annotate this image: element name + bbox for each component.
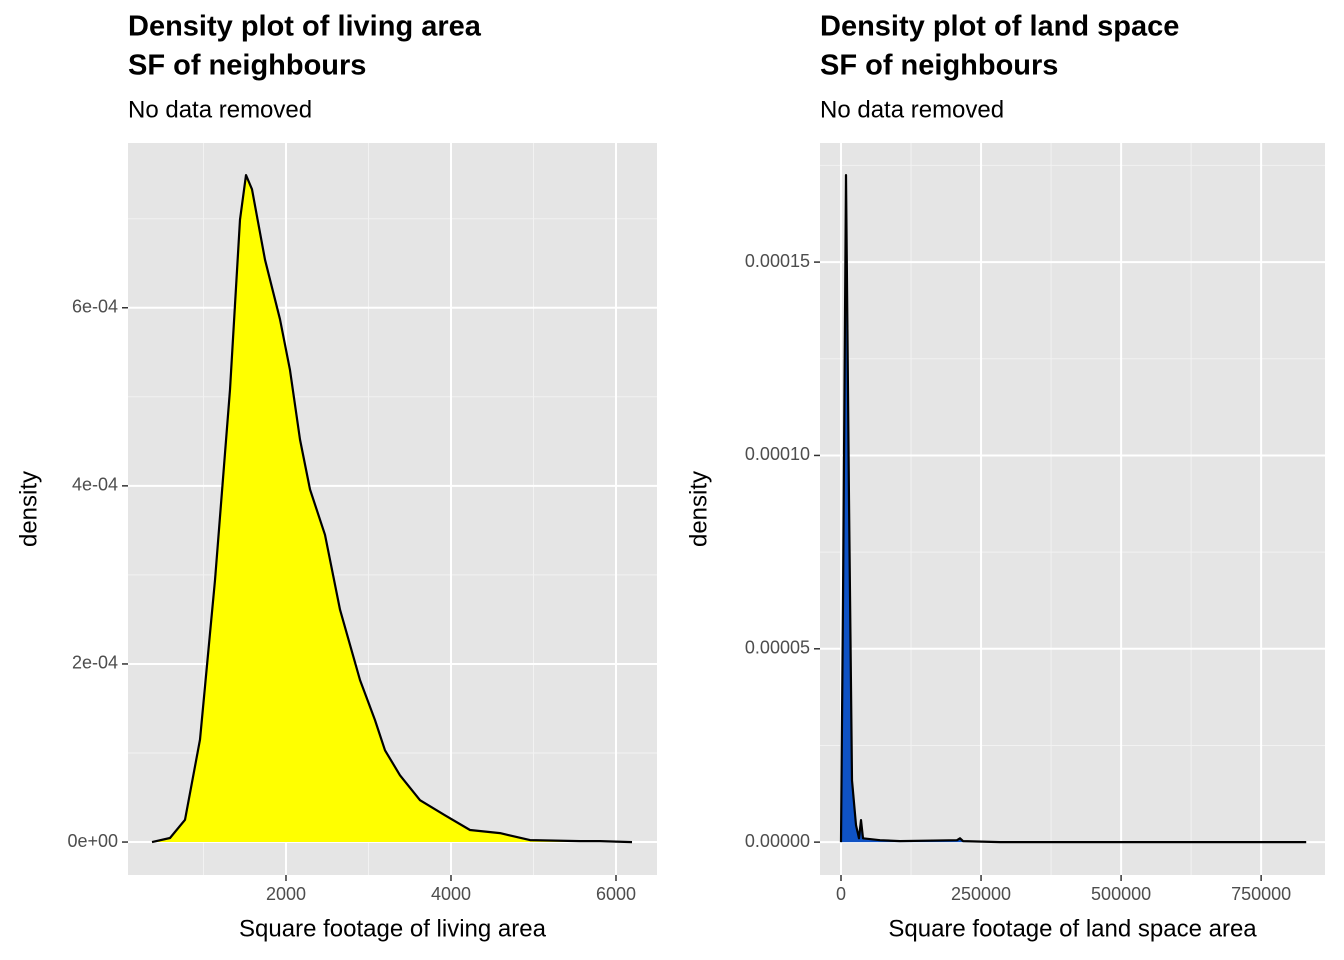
y-axis-label: density [685, 471, 712, 547]
chart-title: SF of neighbours [128, 50, 366, 82]
y-tick-label: 6e-04 [72, 296, 118, 316]
x-tick-label: 4000 [431, 884, 471, 904]
y-tick-label: 0.00000 [745, 831, 810, 851]
y-tick-label: 0.00010 [745, 444, 810, 464]
density-line [151, 174, 633, 844]
panel: Density plot of land space SF of neighbou… [685, 11, 1325, 942]
x-tick-label: 2000 [266, 884, 306, 904]
chart-title: SF of neighbours [820, 50, 1058, 82]
y-tick-label: 4e-04 [72, 475, 118, 495]
chart-title: Density plot of living area [128, 11, 482, 43]
density-area [152, 175, 633, 843]
y-tick-label: 0.00005 [745, 638, 810, 658]
chart-subtitle: No data removed [128, 96, 312, 123]
x-tick-label: 250000 [951, 884, 1011, 904]
x-tick-label: 500000 [1091, 884, 1151, 904]
chart-title: Density plot of land space [820, 11, 1179, 43]
plot-background [820, 143, 1325, 875]
chart-subtitle: No data removed [820, 96, 1004, 123]
panel: Density plot of living area SF of neighbo… [15, 11, 657, 942]
x-tick-label: 750000 [1231, 884, 1291, 904]
y-tick-label: 0e+00 [67, 831, 118, 851]
y-tick-label: 0.00015 [745, 251, 810, 271]
y-tick-label: 2e-04 [72, 653, 118, 673]
x-tick-label: 6000 [596, 884, 636, 904]
density-line [839, 174, 1307, 844]
x-axis-label: Square footage of living area [239, 915, 547, 942]
x-tick-label: 0 [836, 884, 846, 904]
y-axis-label: density [15, 471, 42, 547]
x-axis-label: Square footage of land space area [888, 915, 1257, 942]
